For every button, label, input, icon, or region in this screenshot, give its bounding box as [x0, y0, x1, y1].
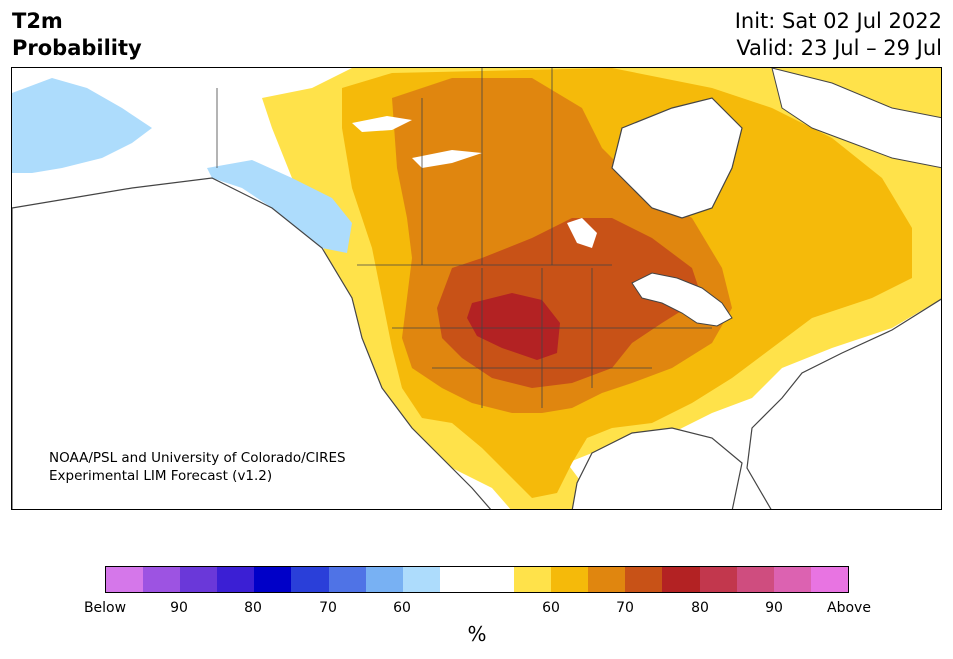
colorbar-tick-label: 90 [765, 600, 783, 616]
map-title: T2m Probability [12, 8, 142, 62]
great-slave-lake [412, 150, 482, 168]
zone-above-90 [467, 293, 560, 360]
atlantic-ocean [746, 298, 941, 509]
colorbar-segment [625, 567, 663, 592]
colorbar-segment [662, 567, 700, 592]
forecast-dates: Init: Sat 02 Jul 2022 Valid: 23 Jul – 29… [735, 8, 942, 62]
colorbar-tick-label: 70 [616, 600, 634, 616]
colorbar-segment [254, 567, 292, 592]
colorbar-segment [588, 567, 626, 592]
zone-below-60-70-alaska [12, 78, 152, 173]
colorbar-segment [106, 567, 144, 592]
colorbar-segment [365, 567, 403, 592]
colorbar-segment [551, 567, 589, 592]
title-line-1: T2m [12, 9, 63, 33]
colorbar-segment [810, 567, 848, 592]
colorbar-segment [143, 567, 181, 592]
colorbar-segment [736, 567, 774, 592]
colorbar-segment [402, 567, 440, 592]
valid-range: Valid: 23 Jul – 29 Jul [736, 36, 942, 60]
colorbar-segment [773, 567, 811, 592]
colorbar [105, 566, 849, 593]
colorbar-tick-label: 80 [244, 600, 262, 616]
zone-below-60-70-bc [207, 160, 352, 253]
great-lakes [631, 272, 733, 327]
credit-line-1: NOAA/PSL and University of Colorado/CIRE… [49, 450, 346, 466]
pacific-ocean [12, 177, 492, 509]
colorbar-segment [291, 567, 329, 592]
map-panel [11, 67, 942, 510]
colorbar-tick-label: Above [827, 600, 871, 616]
political-borders [216, 68, 712, 408]
colorbar-segment [476, 567, 515, 592]
init-date: Init: Sat 02 Jul 2022 [734, 9, 942, 33]
colorbar-tick-label: 70 [319, 600, 337, 616]
credit-text: NOAA/PSL and University of Colorado/CIRE… [49, 449, 346, 485]
colorbar-tick-label: 60 [393, 600, 411, 616]
colorbar-tick-label: Below [83, 600, 127, 616]
hudson-bay [611, 97, 743, 219]
great-bear-lake [352, 116, 412, 132]
colorbar-tick-label: 60 [542, 600, 560, 616]
colorbar-segment [699, 567, 737, 592]
credit-line-2: Experimental LIM Forecast (v1.2) [49, 468, 273, 484]
colorbar-segment [217, 567, 255, 592]
colorbar-unit: % [467, 622, 487, 646]
colorbar-tick-label: 80 [691, 600, 709, 616]
colorbar-segment [439, 567, 477, 592]
baffin-land [771, 68, 941, 169]
colorbar-segment [180, 567, 218, 592]
colorbar-segment [328, 567, 366, 592]
colorbar-segment [514, 567, 552, 592]
colorbar-tick-label: 90 [170, 600, 188, 616]
north-america-map [12, 68, 941, 509]
lake-winnipeg [567, 218, 597, 248]
title-line-2: Probability [12, 36, 142, 60]
gulf-of-mexico [571, 427, 743, 509]
